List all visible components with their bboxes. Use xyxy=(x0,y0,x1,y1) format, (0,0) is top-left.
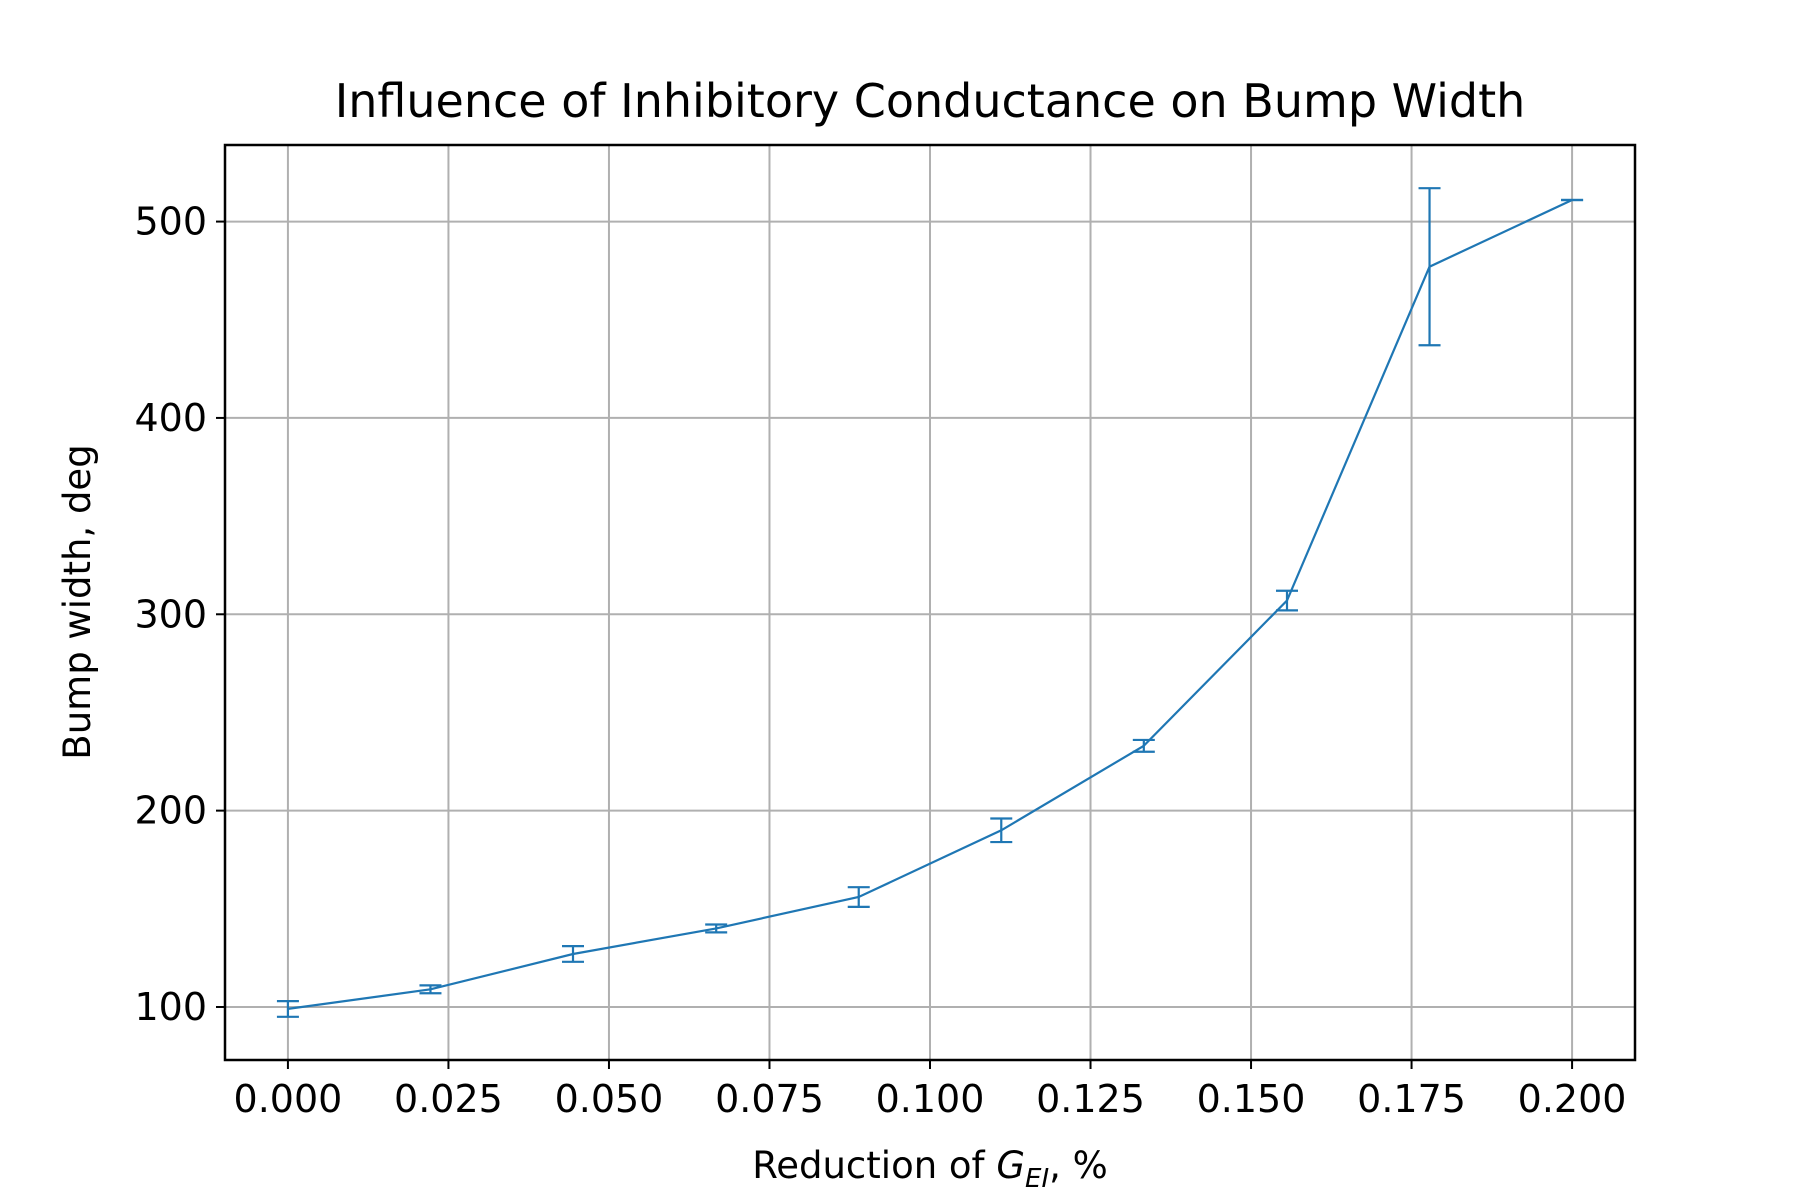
x-tick-label: 0.150 xyxy=(1197,1077,1306,1121)
error-bar xyxy=(1132,738,1155,753)
x-tick-label: 0.075 xyxy=(715,1077,824,1121)
error-bar xyxy=(990,817,1013,844)
x-axis-label-suffix: , % xyxy=(1049,1144,1108,1187)
chart-title: Influence of Inhibitory Conductance on B… xyxy=(335,74,1526,128)
error-bar xyxy=(705,923,728,934)
error-bar xyxy=(276,999,299,1018)
y-tick-label: 500 xyxy=(134,200,207,244)
x-tick-label: 0.050 xyxy=(555,1077,664,1121)
x-axis-label-prefix: Reduction of xyxy=(752,1144,996,1187)
grid-layer xyxy=(225,145,1635,1060)
y-tick-label: 400 xyxy=(134,396,207,440)
x-axis-label-symbol: G xyxy=(996,1144,1025,1187)
error-bar xyxy=(1275,589,1298,612)
x-tick-label: 0.125 xyxy=(1036,1077,1145,1121)
error-bar xyxy=(419,984,442,995)
error-bar xyxy=(847,886,870,908)
x-axis-label-subscript: EI xyxy=(1025,1164,1049,1194)
x-tick-label: 0.200 xyxy=(1518,1077,1627,1121)
x-tick-label: 0.000 xyxy=(234,1077,343,1121)
y-tick-label: 300 xyxy=(134,592,207,636)
x-tick-label: 0.100 xyxy=(876,1077,985,1121)
error-bar xyxy=(562,945,585,963)
x-tick-label: 0.025 xyxy=(394,1077,503,1121)
series-layer xyxy=(276,187,1584,1018)
series-line xyxy=(287,199,1573,1010)
y-tick-label: 200 xyxy=(134,789,207,833)
y-tick-label: 100 xyxy=(134,985,207,1029)
x-axis-label: Reduction of GEI, % xyxy=(752,1144,1108,1194)
y-axis-label: Bump width, deg xyxy=(56,444,99,759)
x-tick-label: 0.175 xyxy=(1357,1077,1466,1121)
tick-layer: 0.000 0.025 0.050 0.075 0.100 0.125 0.150 0.175… xyxy=(134,200,1626,1121)
error-bar xyxy=(1418,187,1441,347)
